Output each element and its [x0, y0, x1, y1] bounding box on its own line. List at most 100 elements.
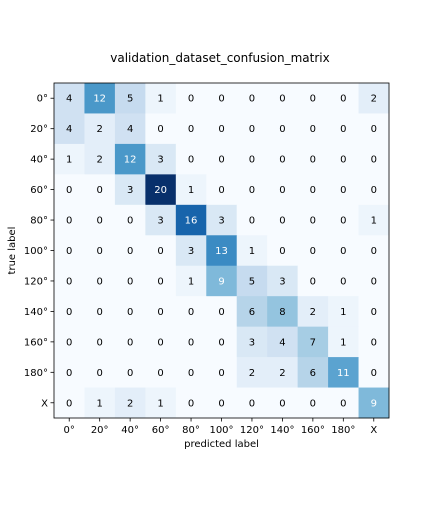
cell-value-label: 0 — [157, 337, 163, 348]
cell-value-label: 0 — [279, 398, 285, 409]
y-axis-label: true label — [7, 227, 18, 275]
cell-value-label: 2 — [96, 155, 102, 166]
cell-value-label: 0 — [188, 337, 194, 348]
heatmap-cell — [114, 235, 146, 267]
cell-value-label: 0 — [96, 246, 102, 257]
cell-value-label: 2 — [249, 368, 255, 379]
heatmap-cell — [54, 357, 85, 388]
y-tick-label: 120° — [24, 276, 48, 287]
cell-value-label: 0 — [371, 246, 377, 257]
cell-value-label: 1 — [371, 216, 377, 227]
heatmap-cell — [236, 326, 268, 358]
cell-value-label: 0 — [310, 155, 316, 166]
cell-value-label: 0 — [96, 337, 102, 348]
y-tick-label: 160° — [24, 337, 48, 348]
cell-value-label: 2 — [279, 368, 285, 379]
heatmap-cell — [175, 326, 207, 358]
heatmap-cell — [358, 83, 390, 114]
heatmap-cell — [358, 174, 390, 206]
heatmap-cell — [175, 357, 207, 388]
heatmap-cell — [114, 296, 146, 328]
heatmap-cell — [84, 387, 116, 419]
heatmap-cell — [145, 83, 177, 114]
heatmap-cell — [114, 204, 146, 236]
heatmap-cell — [297, 204, 329, 236]
heatmap-cell — [297, 296, 329, 328]
cell-value-label: 0 — [340, 155, 346, 166]
cell-value-label: 0 — [127, 337, 133, 348]
cell-value-label: 0 — [371, 185, 377, 196]
cell-value-label: 1 — [66, 155, 72, 166]
heatmap-cell — [297, 235, 329, 267]
cell-value-label: 0 — [249, 124, 255, 135]
heatmap-cell — [84, 174, 116, 206]
heatmap-cell — [358, 357, 390, 388]
cell-value-label: 0 — [371, 368, 377, 379]
cell-value-label: 0 — [66, 368, 72, 379]
x-tick-label: 20° — [91, 425, 109, 436]
heatmap-cell — [84, 143, 116, 175]
heatmap-cell — [206, 357, 238, 388]
cell-value-label: 0 — [188, 94, 194, 105]
heatmap-cell — [114, 83, 146, 114]
cell-value-label: 0 — [249, 398, 255, 409]
heatmap-cell — [84, 113, 116, 145]
heatmap-cell — [145, 357, 177, 388]
heatmap-cell — [145, 174, 177, 206]
heatmap-cell — [206, 296, 238, 328]
x-tick-label: 140° — [270, 425, 294, 436]
heatmap-cell — [54, 296, 85, 328]
heatmap-cell — [328, 265, 359, 297]
heatmap-cell — [145, 387, 177, 419]
cell-value-label: 1 — [249, 246, 255, 257]
heatmap-cell — [84, 204, 116, 236]
cell-value-label: 4 — [66, 94, 72, 105]
cell-value-label: 0 — [96, 276, 102, 287]
heatmap-cell — [54, 113, 85, 145]
cell-value-label: 0 — [340, 185, 346, 196]
cell-value-label: 1 — [96, 398, 102, 409]
cell-value-label: 16 — [185, 216, 198, 227]
heatmap-cell — [328, 83, 359, 114]
heatmap-cell — [54, 265, 85, 297]
cell-value-label: 0 — [66, 216, 72, 227]
cell-value-label: 0 — [157, 368, 163, 379]
y-tick-label: X — [41, 398, 48, 409]
heatmap-cell — [358, 326, 390, 358]
cell-value-label: 4 — [127, 124, 133, 135]
cell-value-label: 4 — [66, 124, 72, 135]
cell-value-label: 0 — [371, 124, 377, 135]
heatmap-cell — [358, 387, 390, 419]
heatmap-cell — [328, 357, 359, 388]
y-tick-label: 100° — [24, 246, 48, 257]
x-axis-ticks: 0° 20° 40° 60° 80° 100° 120° 140° 160° 180° X — [64, 418, 377, 436]
heatmap-cell — [84, 235, 116, 267]
heatmap-cell — [236, 296, 268, 328]
heatmap-cell — [358, 204, 390, 236]
cell-value-label: 3 — [157, 216, 163, 227]
heatmap-cell — [175, 113, 207, 145]
heatmap-cell — [358, 265, 390, 297]
cell-value-label: 20 — [154, 185, 167, 196]
cell-value-label: 0 — [66, 276, 72, 287]
cell-value-label: 0 — [249, 185, 255, 196]
heatmap-cell — [54, 235, 85, 267]
heatmap-cell — [236, 357, 268, 388]
cell-value-label: 1 — [340, 307, 346, 318]
cell-value-label: 0 — [340, 276, 346, 287]
heatmap-cell — [206, 326, 238, 358]
heatmap-cell — [206, 174, 238, 206]
cell-value-label: 1 — [157, 94, 163, 105]
cell-value-label: 0 — [310, 276, 316, 287]
heatmap-cell — [145, 296, 177, 328]
cell-value-label: 0 — [279, 185, 285, 196]
heatmap-cell — [206, 265, 238, 297]
heatmap-cell — [236, 113, 268, 145]
heatmap-cell — [297, 143, 329, 175]
x-tick-label: 160° — [301, 425, 325, 436]
cell-value-label: 8 — [279, 307, 285, 318]
cell-value-label: 5 — [249, 276, 255, 287]
x-tick-label: 60° — [152, 425, 170, 436]
cell-value-label: 0 — [188, 155, 194, 166]
heatmap-cell — [54, 143, 85, 175]
